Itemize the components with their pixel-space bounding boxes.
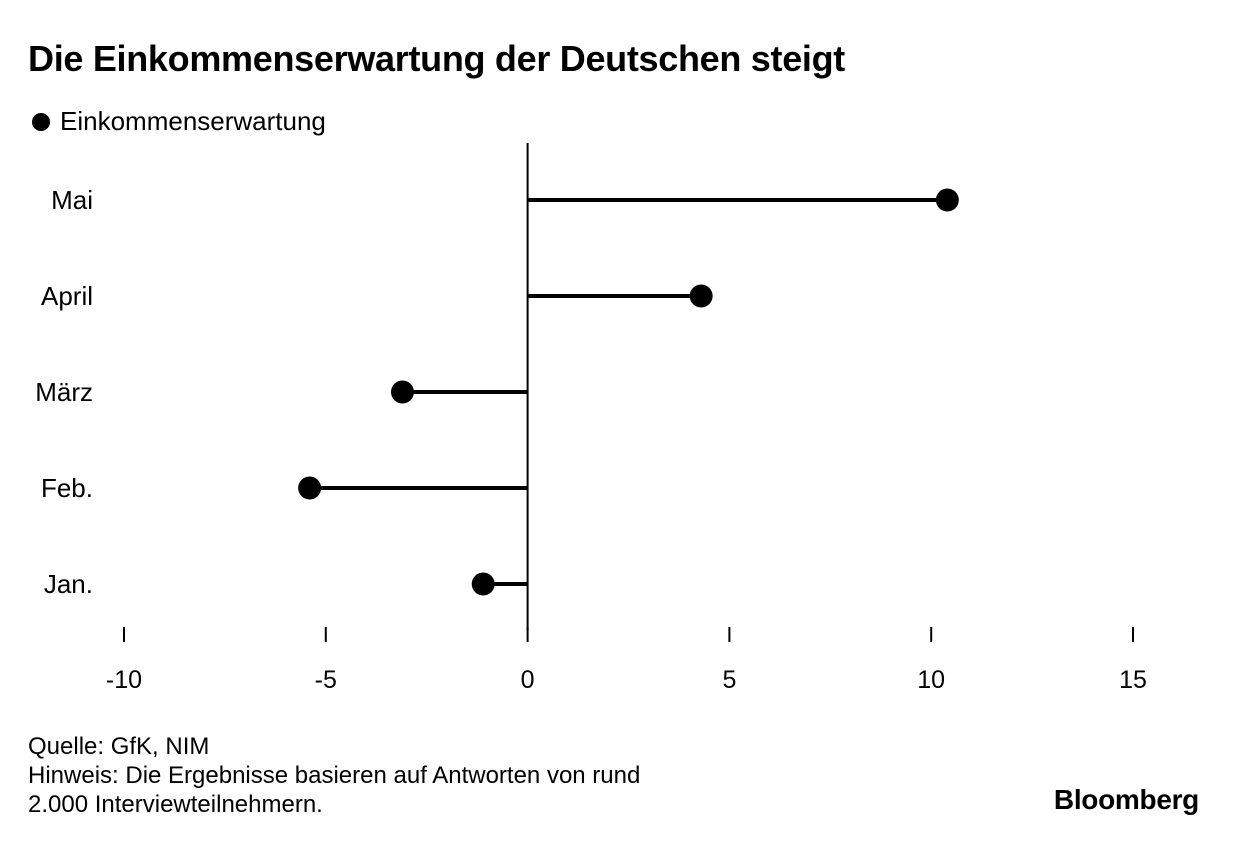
data-point	[935, 188, 959, 212]
legend-label: Einkommenserwartung	[60, 106, 326, 136]
data-point	[390, 380, 414, 404]
x-tick-label: 15	[1119, 666, 1147, 694]
hint-note-line-1: Hinweis: Die Ergebnisse basieren auf Ant…	[28, 762, 641, 789]
category-label: April	[41, 281, 93, 311]
x-tick-label: 0	[521, 666, 535, 694]
data-point	[689, 284, 713, 308]
data-point	[471, 572, 495, 596]
x-tick-label: 5	[722, 666, 736, 694]
hint-note-line-2: 2.000 Interviewteilnehmern.	[28, 791, 323, 818]
category-label: Mai	[51, 185, 93, 215]
chart-footer: Quelle: GfK, NIM Hinweis: Die Ergebnisse…	[28, 732, 640, 819]
x-tick-label: 10	[917, 666, 945, 694]
legend-marker-icon	[32, 112, 50, 131]
source-note: Quelle: GfK, NIM	[28, 733, 210, 760]
chart-title: Die Einkommenserwartung der Deutschen st…	[28, 38, 845, 79]
legend: Einkommenserwartung	[32, 106, 326, 137]
category-label: Feb.	[41, 473, 93, 503]
category-label: März	[35, 377, 93, 407]
x-tick-label: -10	[106, 666, 142, 694]
x-tick-label: -5	[315, 666, 337, 694]
bloomberg-logo: Bloomberg	[1053, 784, 1199, 815]
category-label: Jan.	[44, 569, 93, 599]
data-point	[298, 476, 322, 500]
